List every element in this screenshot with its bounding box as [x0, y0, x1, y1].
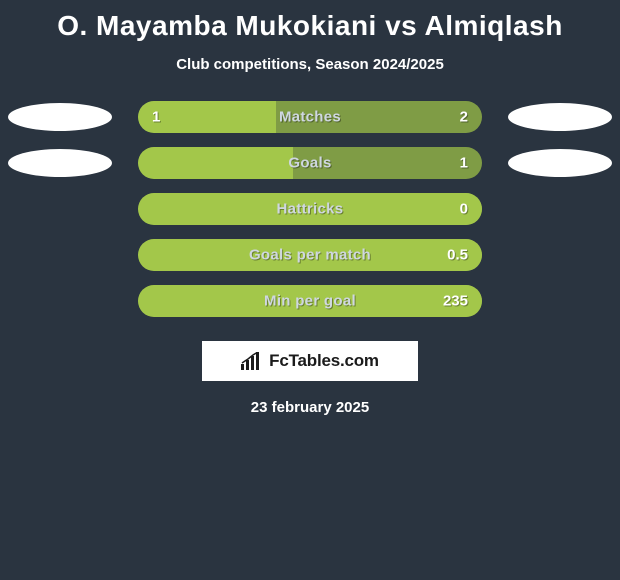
stat-bar: Hattricks0 — [138, 193, 482, 225]
stat-value-right: 2 — [460, 109, 468, 126]
stat-bar: Min per goal235 — [138, 285, 482, 317]
stat-label: Goals — [138, 155, 482, 172]
stat-label: Min per goal — [138, 293, 482, 310]
stat-row: Goals per match0.5 — [0, 239, 620, 271]
player-left-marker — [8, 149, 112, 177]
stat-label: Hattricks — [138, 201, 482, 218]
stat-value-right: 235 — [443, 293, 468, 310]
stat-row: Matches1 2 — [0, 101, 620, 133]
stat-bar: Matches1 2 — [138, 101, 482, 133]
stat-row: Goals1 — [0, 147, 620, 179]
snapshot-date: 23 february 2025 — [0, 399, 620, 416]
stat-label: Matches — [138, 109, 482, 126]
brand-badge: FcTables.com — [202, 341, 418, 381]
chart-icon — [241, 352, 263, 370]
subtitle: Club competitions, Season 2024/2025 — [0, 56, 620, 73]
stat-bar: Goals1 — [138, 147, 482, 179]
player-left-marker — [8, 103, 112, 131]
stat-value-right: 1 — [460, 155, 468, 172]
stat-row: Min per goal235 — [0, 285, 620, 317]
stat-label: Goals per match — [138, 247, 482, 264]
stat-value-right: 0.5 — [447, 247, 468, 264]
stat-row: Hattricks0 — [0, 193, 620, 225]
stat-bar: Goals per match0.5 — [138, 239, 482, 271]
brand-text: FcTables.com — [269, 351, 379, 371]
player-right-marker — [508, 103, 612, 131]
player-right-marker — [508, 149, 612, 177]
comparison-rows: Matches12Goals1Hattricks0Goals per match… — [0, 101, 620, 317]
page-title: O. Mayamba Mukokiani vs Almiqlash — [0, 0, 620, 42]
stat-value-left: 1 — [152, 109, 160, 126]
stat-value-right: 0 — [460, 201, 468, 218]
